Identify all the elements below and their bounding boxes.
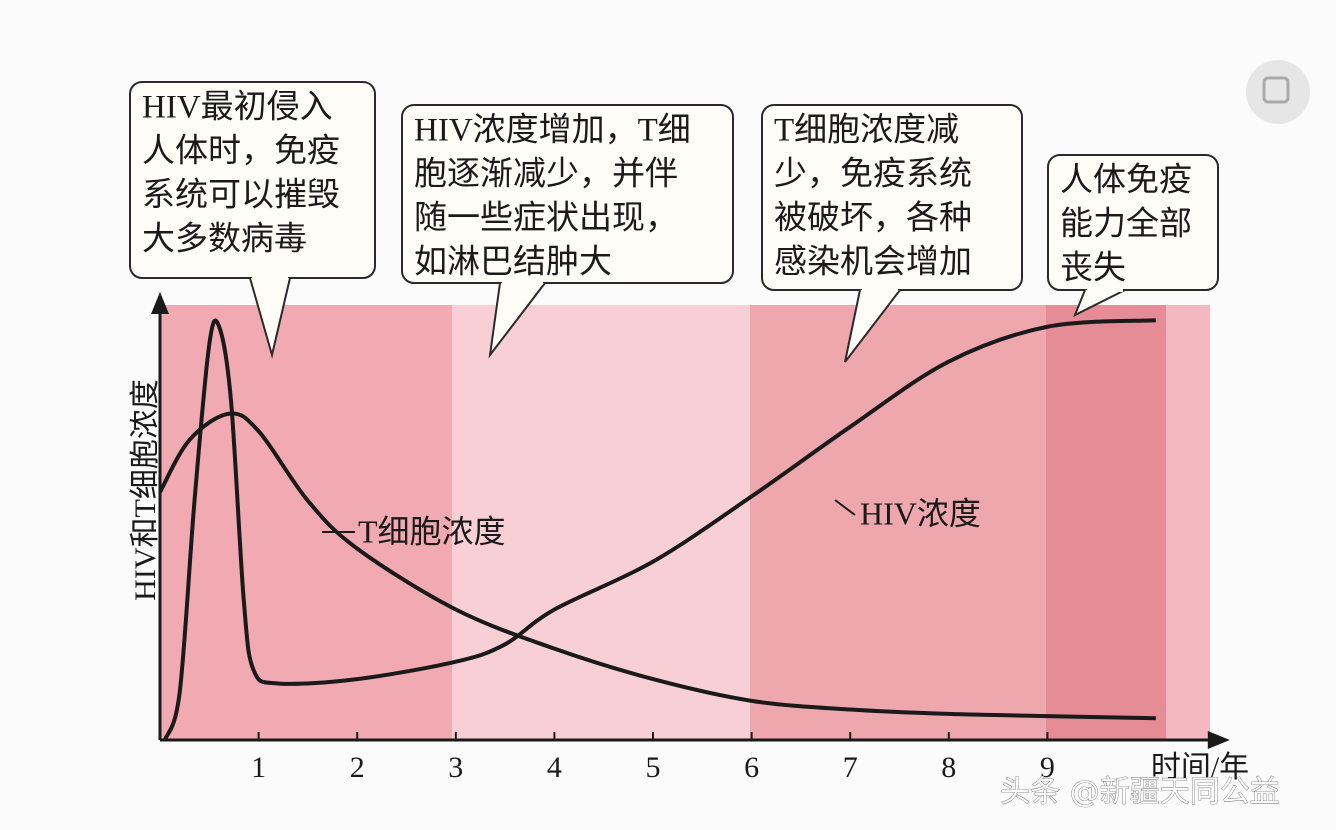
x-tick-label: 5: [646, 751, 661, 784]
series-line: [158, 411, 1156, 721]
series-label: T细胞浓度: [358, 513, 506, 549]
series-label: HIV浓度: [860, 495, 981, 531]
callout-tail: [249, 277, 291, 359]
x-tick-label: 8: [941, 751, 956, 784]
x-tick-label: 6: [744, 751, 759, 784]
x-tick-label: 7: [843, 751, 858, 784]
plot-area: 1 2 3 4 5 6 7 8 9 HIV浓度 T细胞浓度: [151, 292, 1230, 784]
zoom-icon[interactable]: [1246, 60, 1310, 124]
callout-text: 胞逐渐减少，并伴: [414, 156, 678, 193]
callout-text: 少，免疫系统: [774, 156, 972, 193]
watermark: 头条 @新疆天同公益: [1000, 775, 1280, 810]
callout-tail: [1073, 289, 1126, 318]
callout-tail: [488, 282, 546, 359]
label-leader: [834, 499, 856, 516]
stage-band: [452, 305, 750, 740]
x-tick-label: 3: [448, 751, 463, 784]
x-tick-label: 2: [350, 751, 365, 784]
series-line: [163, 318, 1156, 741]
callout-text: 系统可以摧毁: [142, 177, 340, 214]
x-tick-label: 1: [251, 751, 266, 784]
stage-band: [1166, 305, 1210, 740]
callout-text: 丧失: [1060, 250, 1126, 287]
stage-band: [160, 305, 452, 740]
callout-bubble: [1047, 154, 1219, 291]
callout-text: 能力全部: [1060, 206, 1192, 243]
x-tick-label: 9: [1040, 751, 1055, 784]
callout-bubble: [401, 104, 734, 284]
callout-text: 大多数病毒: [142, 221, 307, 258]
callout-text: T细胞浓度减: [774, 112, 959, 149]
callout-text: 人体时，免疫: [142, 133, 340, 170]
stage-band: [750, 305, 1046, 740]
x-tick-label: 4: [547, 751, 562, 784]
callout-text: 人体免疫: [1060, 162, 1192, 199]
stage-band: [1046, 305, 1166, 740]
callout-tail: [844, 289, 901, 363]
x-axis-label: 时间/年: [1151, 751, 1249, 784]
callout-text: HIV最初侵入: [142, 89, 333, 126]
callout-text: 被破坏，各种: [774, 200, 972, 237]
callout-text: 随一些症状出现，: [414, 200, 678, 237]
callout-text: 感染机会增加: [774, 244, 972, 281]
x-axis-arrow: [1207, 731, 1230, 749]
y-axis-label: HIV和T细胞浓度: [129, 379, 162, 601]
callout-text: 如淋巴结肿大: [414, 244, 612, 281]
y-axis-arrow: [151, 292, 169, 314]
zoom-icon-glyph: [1262, 76, 1290, 104]
callout-text: HIV浓度增加，T细: [414, 112, 691, 149]
